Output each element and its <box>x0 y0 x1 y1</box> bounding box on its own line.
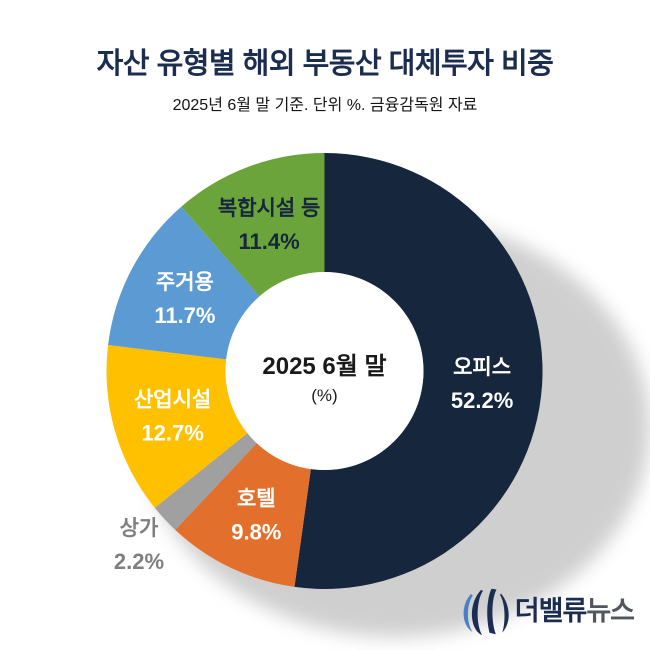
chart-subtitle: 2025년 6월 말 기준. 단위 %. 금융감독원 자료 <box>172 97 478 114</box>
segment-label-0: 오피스 <box>453 356 511 379</box>
donut-center-unit: (%) <box>311 386 337 405</box>
logo-stripe-navy-1 <box>471 590 483 636</box>
segment-value-3: 12.7% <box>141 421 203 446</box>
segment-value-5: 11.4% <box>239 229 300 254</box>
segment-label-2: 상가 <box>120 517 159 540</box>
donut-segment-1 <box>175 443 311 587</box>
logo-text-primary: 더밸류 <box>514 595 588 626</box>
logo: 더밸류뉴스 <box>459 586 635 636</box>
logo-text-secondary: 뉴스 <box>586 595 635 626</box>
donut-segment-2 <box>154 433 257 530</box>
segment-label-3: 산업시설 <box>134 389 211 412</box>
donut-segment-5 <box>181 153 325 297</box>
logo-text: 더밸류뉴스 <box>514 595 635 626</box>
logo-icon <box>463 588 509 636</box>
donut-segment-0 <box>294 152 543 589</box>
donut-center-hole <box>225 272 424 470</box>
segment-value-2: 2.2% <box>114 549 164 574</box>
segment-value-4: 11.7% <box>154 303 215 328</box>
logo-stripe-lightblue <box>463 594 473 632</box>
segment-value-1: 9.8% <box>231 520 281 545</box>
segment-value-0: 52.2% <box>451 388 513 413</box>
chart-title: 자산 유형별 해외 부동산 대체투자 비중 <box>96 48 554 80</box>
logo-stripe-navy-3 <box>499 593 509 633</box>
donut-segment-3 <box>106 345 248 508</box>
segment-label-1: 호텔 <box>237 488 276 511</box>
donut-center-title: 2025 6월 말 <box>262 353 386 380</box>
segment-label-4: 주거용 <box>156 271 214 294</box>
logo-stripe-navy-2 <box>487 588 497 635</box>
segment-label-5: 복합시설 등 <box>218 197 320 220</box>
donut-segment-4 <box>108 206 260 360</box>
